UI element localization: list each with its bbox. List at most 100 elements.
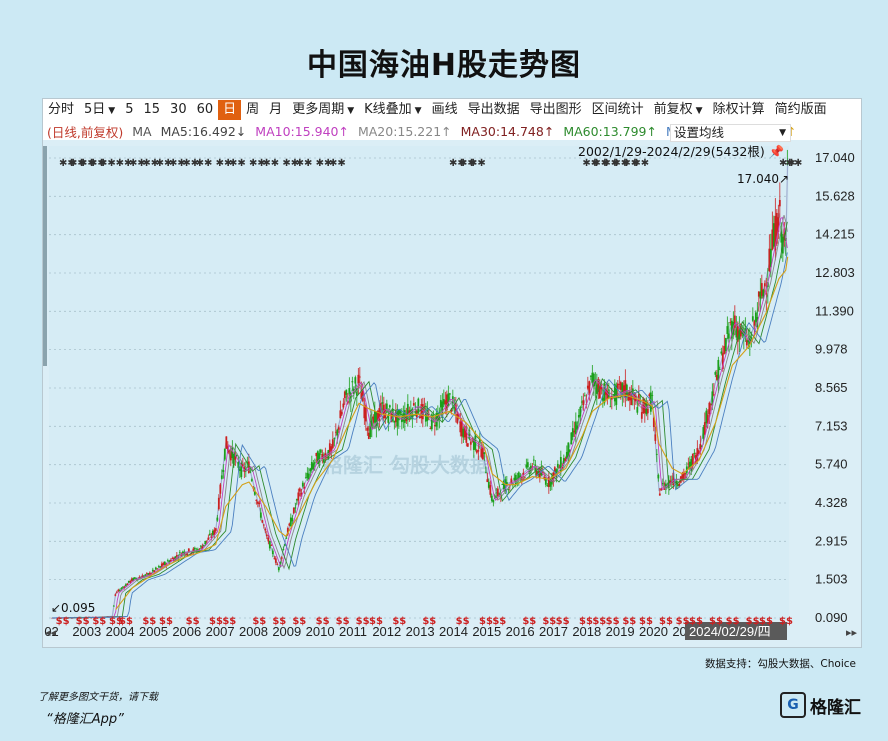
y-tick-label: 12.803	[815, 265, 855, 280]
candle	[297, 492, 300, 501]
toolbar-item[interactable]: 前复权 ▼	[653, 102, 703, 117]
candle	[163, 561, 166, 565]
candle	[211, 530, 214, 535]
chart-area[interactable]: 17.040 15.628 14.215 12.803 11.390 9.978 8.565…	[43, 140, 861, 647]
toolbar-item[interactable]: 15	[143, 102, 161, 117]
y-tick-label: 7.153	[815, 418, 848, 433]
candle	[589, 375, 592, 377]
chevron-down-icon[interactable]: ▼	[695, 106, 703, 116]
candle	[366, 427, 369, 431]
candle	[118, 590, 121, 592]
toolbar-item[interactable]: 简约版面	[774, 102, 827, 117]
toolbar-item[interactable]: 日	[218, 100, 242, 120]
chevron-down-icon[interactable]: ▼	[779, 128, 786, 138]
toolbar-item[interactable]: 月	[269, 102, 283, 117]
chart-panel: 分时 5日 ▼ 5 15 30 60 日周月更多周期 ▼ K线叠加 ▼ 画线 导出数据 导出图形 区间统计前…	[42, 98, 862, 648]
toolbar-item[interactable]: 导出图形	[529, 102, 582, 117]
candle	[261, 520, 264, 523]
toolbar-item[interactable]: 除权计算	[712, 102, 765, 117]
candle	[535, 471, 538, 476]
candle	[474, 435, 477, 450]
candle	[456, 413, 459, 424]
chevron-down-icon[interactable]: ▼	[414, 106, 422, 116]
toolbar-item[interactable]: 分时	[48, 102, 75, 117]
candle	[328, 443, 331, 455]
candle	[273, 558, 276, 560]
candle	[786, 163, 789, 165]
dividend-marker: $$	[492, 616, 506, 627]
candle	[384, 409, 387, 419]
toolbar-item[interactable]: 60	[196, 102, 214, 117]
candle	[238, 468, 241, 471]
candle	[249, 471, 252, 473]
candle	[579, 406, 582, 417]
candle	[387, 414, 390, 423]
event-marker: ✱✱	[169, 158, 186, 169]
toolbar-item[interactable]: K线叠加 ▼	[364, 102, 422, 117]
toolbar-item[interactable]: 画线	[431, 102, 458, 117]
candle	[267, 537, 270, 542]
dividend-marker: $$	[76, 616, 90, 627]
candle	[321, 454, 324, 460]
dividend-marker: $$	[746, 616, 760, 627]
candle	[684, 473, 687, 475]
toolbar-item[interactable]: 区间统计	[591, 102, 644, 117]
price-chart[interactable]: 17.040 15.628 14.215 12.803 11.390 9.978 8.565…	[43, 140, 861, 647]
candle	[417, 398, 420, 414]
candle	[648, 394, 651, 397]
candle	[184, 553, 187, 556]
dividend-marker: $$	[479, 616, 493, 627]
event-marker: ✱✱	[449, 158, 466, 169]
candle	[258, 502, 261, 504]
chevron-down-icon[interactable]: ▼	[108, 106, 116, 116]
candle	[498, 493, 501, 495]
toolbar-item[interactable]: 5日 ▼	[84, 102, 116, 117]
event-marker: ✱✱	[99, 158, 116, 169]
candle	[274, 558, 277, 563]
candle	[315, 452, 318, 457]
ma-settings-popup[interactable]: 设置均线 ▼	[670, 124, 791, 142]
candle	[490, 495, 493, 501]
toolbar-item[interactable]: 导出数据	[467, 102, 520, 117]
ma-settings-label[interactable]: 设置均线	[674, 125, 725, 140]
candle	[649, 392, 652, 412]
candle	[522, 472, 525, 476]
candle	[127, 580, 130, 583]
candle	[199, 545, 202, 547]
candle	[580, 401, 583, 403]
candle	[418, 416, 421, 419]
candle	[421, 403, 424, 420]
toolbar-item[interactable]: 周	[246, 102, 260, 117]
candle	[408, 410, 411, 414]
candle	[247, 461, 250, 473]
candle	[130, 578, 133, 581]
candle	[151, 569, 154, 572]
candle	[216, 517, 219, 521]
candle	[754, 312, 757, 322]
dividend-marker: $$	[272, 616, 286, 627]
candle	[636, 407, 639, 413]
pin-icon[interactable]: 📌	[768, 144, 785, 159]
candle	[220, 475, 223, 479]
candle	[571, 428, 574, 437]
candle	[735, 326, 738, 338]
toolbar-item[interactable]: 30	[170, 102, 187, 117]
candle	[225, 436, 228, 449]
candle	[609, 406, 612, 408]
candle	[516, 478, 519, 480]
candle	[354, 377, 357, 384]
x-tick-label: 2020	[639, 624, 668, 639]
dividend-marker: $$	[119, 616, 133, 627]
candle	[334, 431, 337, 433]
candle	[424, 412, 427, 422]
toolbar-item[interactable]: 更多周期 ▼	[292, 102, 355, 117]
toolbar-item[interactable]: 5	[125, 102, 134, 117]
chevron-down-icon[interactable]: ▼	[347, 106, 355, 116]
candle	[745, 340, 748, 346]
candle	[129, 580, 132, 583]
candle	[603, 383, 606, 404]
candle	[597, 378, 600, 392]
candle	[583, 395, 586, 397]
candle	[358, 376, 361, 378]
candle	[208, 533, 211, 536]
